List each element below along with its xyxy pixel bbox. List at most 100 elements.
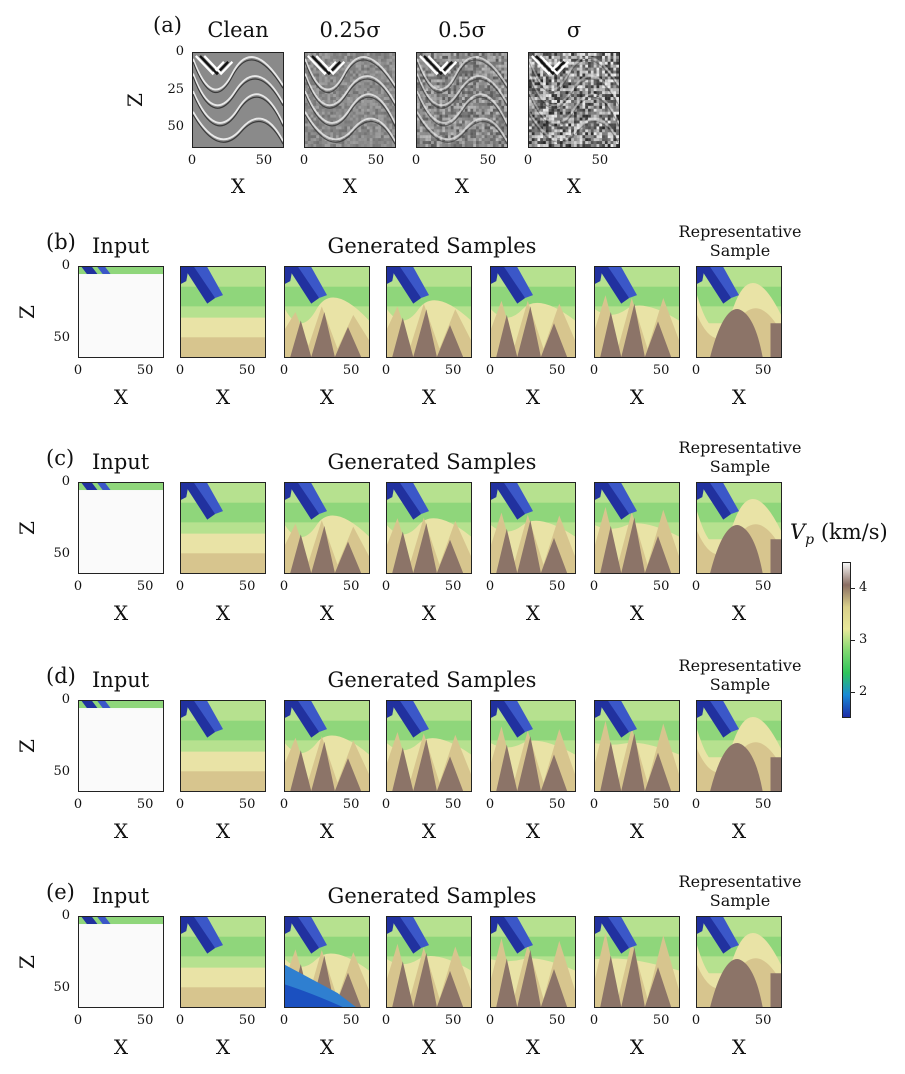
row-3-sample-panel-5 [594, 916, 680, 1008]
row-3-x-tick-3-1: 50 [444, 1013, 462, 1028]
row-0-x-tick-4-0: 0 [485, 363, 495, 378]
row-1-x-tick-5-0: 0 [589, 579, 599, 594]
row-2-x-tick-5-0: 0 [589, 797, 599, 812]
row-1-x-tick-6-0: 0 [691, 579, 701, 594]
colorbar-tick-mark-1 [851, 640, 855, 641]
row-1-x-label-6: X [731, 601, 747, 625]
gather-z-tick-2: 50 [167, 119, 184, 134]
row-0-x-label-4: X [525, 385, 541, 409]
row-0-x-tick-6-1: 50 [754, 363, 772, 378]
row-1-sample-panel-5 [594, 482, 680, 574]
row-0-x-tick-3-0: 0 [381, 363, 391, 378]
row-0-x-tick-6-0: 0 [691, 363, 701, 378]
row-2-representative-panel [696, 700, 782, 792]
row-3-samples-title: Generated Samples [327, 884, 537, 908]
row-3-sample-panel-3 [386, 916, 472, 1008]
row-0-input-title: Input [92, 234, 150, 258]
gather-x-tick-3-1: 50 [591, 153, 609, 168]
row-2-letter: (d) [46, 664, 76, 688]
colorbar-tick-2: 2 [859, 684, 868, 699]
gather-x-label-2: X [454, 174, 470, 198]
row-1-x-tick-5-1: 50 [652, 579, 670, 594]
row-2-sample-panel-1 [180, 700, 266, 792]
gather-title-3: σ [566, 18, 582, 42]
row-2-samples-title: Generated Samples [327, 668, 537, 692]
row-2-x-tick-5-1: 50 [652, 797, 670, 812]
gather-x-tick-2-0: 0 [411, 153, 421, 168]
row-0-x-tick-0-0: 0 [73, 363, 83, 378]
row-3-x-label-0: X [113, 1035, 129, 1059]
row-3-x-tick-5-0: 0 [589, 1013, 599, 1028]
row-3-z-tick-1: 50 [53, 979, 70, 995]
row-2-z-label: Z [14, 739, 39, 753]
row-0-x-label-0: X [113, 385, 129, 409]
colorbar-label-units: (km/s) [814, 520, 888, 544]
row-2-input-title: Input [92, 668, 150, 692]
row-2-x-tick-6-1: 50 [754, 797, 772, 812]
row-2-x-label-2: X [319, 819, 335, 843]
seismic-gather-0 [192, 52, 284, 148]
row-2-z-tick-1: 50 [53, 763, 70, 779]
row-2-x-label-3: X [421, 819, 437, 843]
row-1-z-label: Z [14, 521, 39, 535]
row-3-x-tick-1-1: 50 [238, 1013, 256, 1028]
colorbar-tick-0: 4 [859, 580, 868, 595]
row-1-x-label-2: X [319, 601, 335, 625]
row-2-input-panel [78, 700, 164, 792]
row-3-x-tick-6-0: 0 [691, 1013, 701, 1028]
row-3-sample-panel-1 [180, 916, 266, 1008]
row-1-sample-panel-1 [180, 482, 266, 574]
row-0-x-tick-0-1: 50 [136, 363, 154, 378]
row-3-x-label-1: X [215, 1035, 231, 1059]
row-0-representative-panel [696, 266, 782, 358]
row-0-x-label-1: X [215, 385, 231, 409]
row-2-x-tick-1-0: 0 [175, 797, 185, 812]
colorbar [842, 562, 851, 718]
row-2-x-tick-4-0: 0 [485, 797, 495, 812]
row-0-x-label-2: X [319, 385, 335, 409]
colorbar-tick-1: 3 [859, 632, 868, 647]
row-1-input-panel [78, 482, 164, 574]
gather-x-tick-3-0: 0 [523, 153, 533, 168]
row-0-sample-panel-5 [594, 266, 680, 358]
row-2-x-tick-2-0: 0 [279, 797, 289, 812]
row-2-x-label-0: X [113, 819, 129, 843]
gather-x-tick-0-1: 50 [255, 153, 273, 168]
row-0-x-label-5: X [629, 385, 645, 409]
row-0-input-panel [78, 266, 164, 358]
row-3-x-label-2: X [319, 1035, 335, 1059]
row-0-x-tick-4-1: 50 [548, 363, 566, 378]
row-3-x-tick-6-1: 50 [754, 1013, 772, 1028]
row-0-x-tick-5-0: 0 [589, 363, 599, 378]
gather-z-label: Z [122, 93, 147, 107]
gather-x-tick-2-1: 50 [479, 153, 497, 168]
row-1-sample-panel-4 [490, 482, 576, 574]
colorbar-label: Vp (km/s) [790, 520, 888, 548]
row-3-input-title: Input [92, 884, 150, 908]
gather-x-label-0: X [230, 174, 246, 198]
gather-title-1: 0.25σ [319, 18, 381, 42]
row-1-rep-title: Representative Sample [678, 438, 802, 476]
row-3-z-tick-0: 0 [61, 908, 70, 923]
seismic-gather-3 [528, 52, 620, 148]
row-2-x-label-6: X [731, 819, 747, 843]
row-3-x-label-5: X [629, 1035, 645, 1059]
seismic-gather-1 [304, 52, 396, 148]
row-1-x-tick-3-0: 0 [381, 579, 391, 594]
row-2-x-label-5: X [629, 819, 645, 843]
row-1-x-tick-0-1: 50 [136, 579, 154, 594]
row-3-x-tick-0-1: 50 [136, 1013, 154, 1028]
row-3-sample-panel-4 [490, 916, 576, 1008]
row-1-x-tick-0-0: 0 [73, 579, 83, 594]
row-2-sample-panel-2 [284, 700, 370, 792]
row-3-x-tick-2-1: 50 [342, 1013, 360, 1028]
row-1-x-label-0: X [113, 601, 129, 625]
row-2-x-tick-4-1: 50 [548, 797, 566, 812]
row-2-x-label-4: X [525, 819, 541, 843]
row-3-x-tick-3-0: 0 [381, 1013, 391, 1028]
row-2-x-tick-6-0: 0 [691, 797, 701, 812]
row-2-z-tick-0: 0 [61, 692, 70, 707]
row-1-z-tick-0: 0 [61, 474, 70, 489]
row-1-x-tick-6-1: 50 [754, 579, 772, 594]
